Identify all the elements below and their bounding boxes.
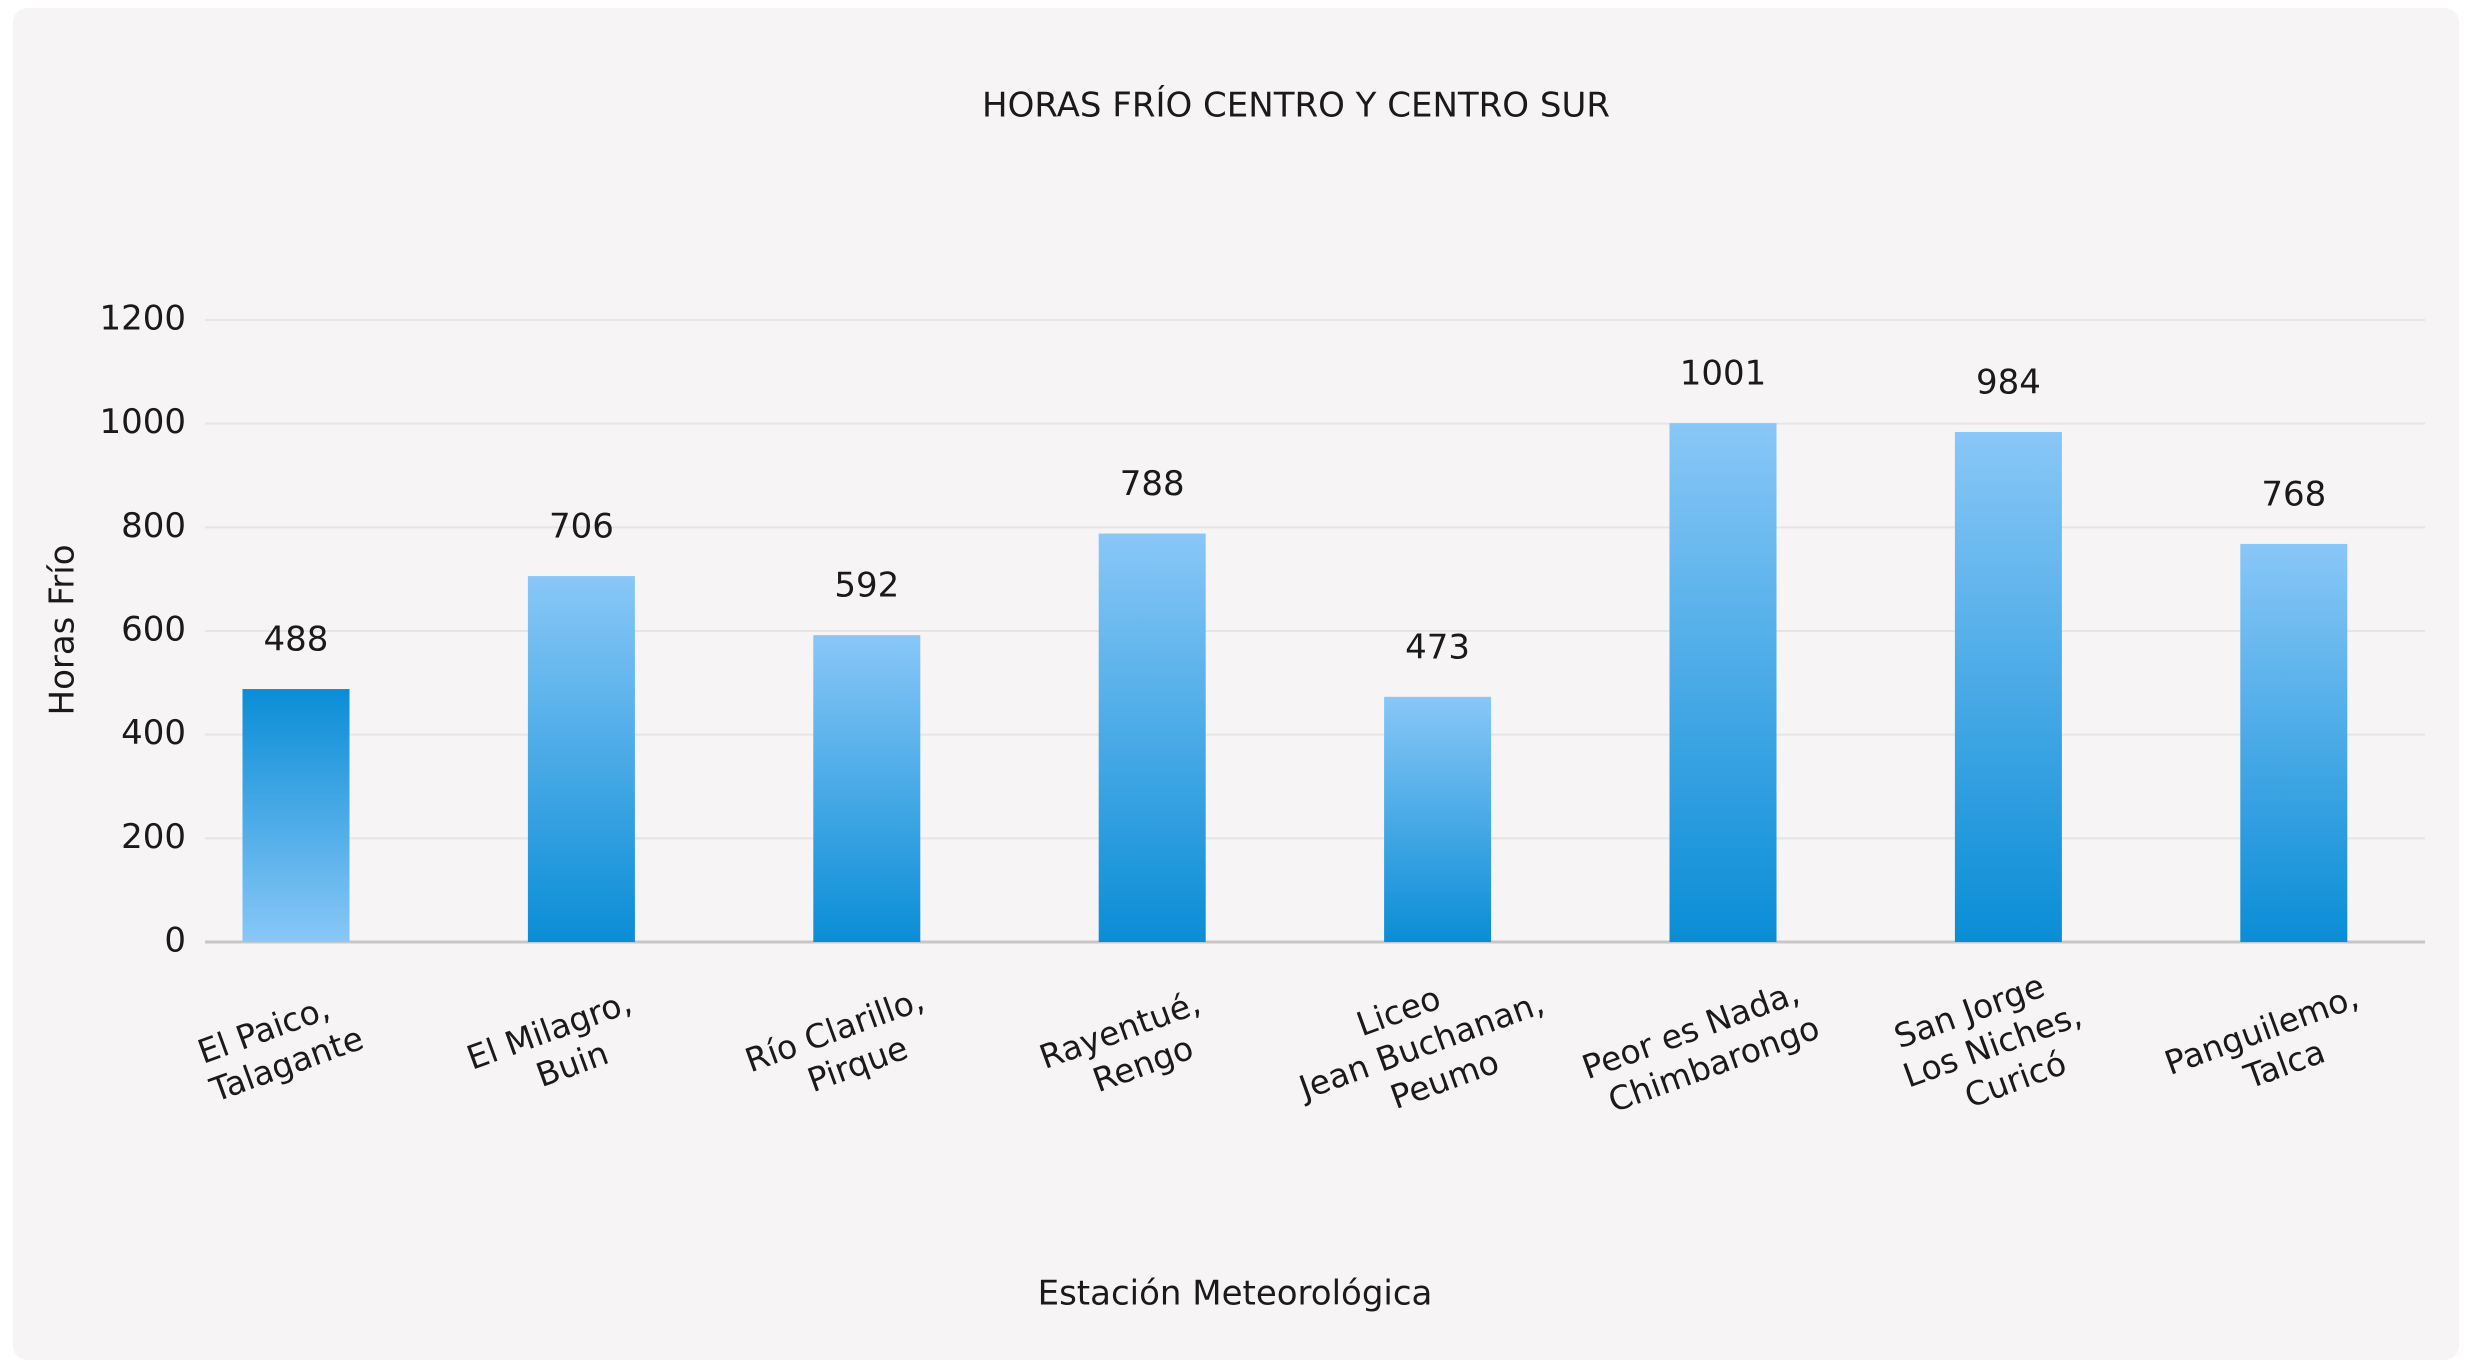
data-label: 488 — [264, 620, 329, 660]
y-tick-label: 600 — [121, 610, 186, 650]
bar — [1669, 423, 1777, 943]
data-label: 984 — [1976, 362, 2041, 402]
data-label: 768 — [2261, 474, 2326, 514]
data-label: 473 — [1405, 627, 1470, 667]
chart-background — [13, 8, 2459, 1360]
y-tick-label: 200 — [121, 817, 186, 857]
y-axis-title: Horas Frío — [43, 544, 83, 715]
y-tick-label: 800 — [121, 506, 186, 546]
bar — [2240, 543, 2348, 942]
data-label: 1001 — [1680, 354, 1767, 394]
data-label: 788 — [1120, 464, 1185, 504]
y-tick-label: 1200 — [99, 299, 186, 339]
bar — [813, 635, 921, 942]
y-tick-label: 0 — [164, 921, 186, 961]
bar — [1098, 533, 1206, 942]
bar — [527, 576, 635, 942]
data-label: 706 — [549, 507, 614, 547]
x-axis-title: Estación Meteorológica — [1038, 1274, 1433, 1314]
bar — [1954, 431, 2062, 942]
bar — [1384, 696, 1492, 942]
data-label: 592 — [834, 566, 899, 606]
bar — [242, 689, 350, 942]
y-tick-label: 1000 — [99, 402, 186, 442]
chart-title: HORAS FRÍO CENTRO Y CENTRO SUR — [982, 85, 1610, 126]
y-tick-label: 400 — [121, 713, 186, 753]
x-tick-label: San JorgeLos Niches,Curicó — [1884, 957, 2100, 1133]
